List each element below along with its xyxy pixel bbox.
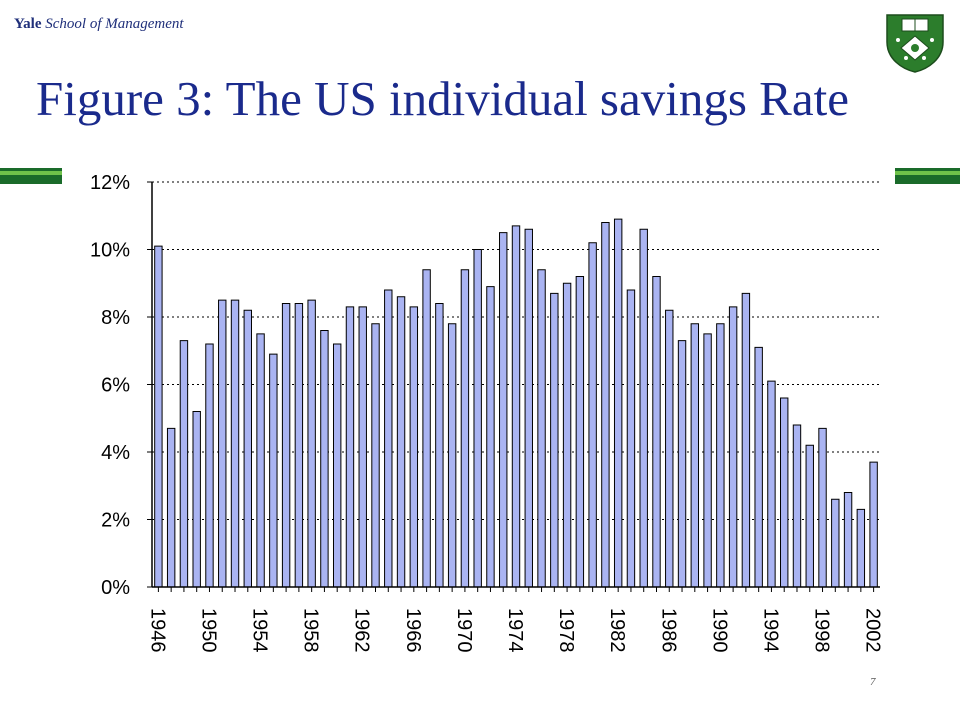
bar-1956 (281, 303, 291, 588)
x-tick-label: 1978 (555, 608, 577, 653)
bar-1993 (754, 346, 763, 588)
bar-1992 (741, 292, 751, 588)
bar-1973 (499, 232, 508, 588)
bar-1991 (728, 306, 738, 588)
bars (154, 218, 878, 588)
bar-1947 (166, 427, 176, 588)
bar-1987 (677, 340, 687, 588)
slide-number: 7 (870, 676, 876, 688)
bar-1946 (154, 245, 163, 588)
x-tick-label: 1962 (351, 608, 373, 653)
x-tick-label: 1954 (249, 608, 271, 653)
bar-1965 (396, 296, 406, 588)
x-tick-label: 1950 (197, 608, 219, 653)
bar-1953 (243, 309, 252, 588)
bar-1981 (601, 222, 610, 588)
bar-1948 (179, 340, 189, 588)
bar-1986 (665, 309, 674, 588)
bar-1960 (332, 343, 342, 588)
brand-school: School of Management (45, 16, 184, 32)
x-tick-label: 1990 (708, 608, 730, 653)
bar-1962 (358, 306, 367, 588)
bar-1949 (192, 411, 201, 588)
bar-1974 (511, 225, 521, 588)
bar-1978 (562, 282, 572, 588)
bar-1958 (307, 299, 316, 588)
brand-header: Yale School of Management (14, 16, 184, 33)
bar-1959 (320, 330, 329, 588)
bar-1970 (460, 269, 470, 588)
x-tick-label: 1986 (657, 608, 679, 653)
y-tick-label: 12% (90, 172, 130, 194)
y-tick-label: 0% (101, 577, 130, 599)
x-tick-label: 2002 (862, 608, 884, 653)
bar-1969 (447, 323, 457, 588)
x-tick-label: 1946 (146, 608, 168, 653)
right-side-bar (895, 168, 960, 184)
bar-1994 (767, 380, 776, 588)
x-tick-label: 1958 (300, 608, 322, 653)
bar-1982 (613, 218, 623, 588)
bar-1996 (792, 424, 802, 588)
bar-1976 (537, 269, 546, 588)
y-tick-label: 6% (101, 375, 130, 397)
y-tick-label: 2% (101, 510, 130, 532)
x-axis-ticks: 1946 1950 1954 1958 1962 1966 1970 1974 1978 1982… (146, 587, 884, 653)
x-tick-label: 1966 (402, 608, 424, 653)
bar-1963 (371, 323, 380, 588)
bar-1997 (805, 444, 814, 588)
bar-1951 (218, 299, 227, 588)
bar-1979 (575, 276, 585, 588)
bar-1989 (703, 333, 712, 588)
x-tick-label: 1994 (759, 608, 781, 653)
bar-1998 (818, 427, 827, 588)
bar-1983 (626, 289, 636, 588)
x-tick-label: 1998 (811, 608, 833, 653)
bar-1961 (345, 306, 355, 588)
bar-1952 (230, 299, 240, 588)
bar-1972 (486, 286, 495, 588)
y-tick-label: 8% (101, 307, 130, 329)
bar-1980 (588, 242, 597, 588)
y-tick-label: 10% (90, 240, 130, 262)
bar-2002 (869, 461, 878, 588)
bar-1975 (524, 228, 533, 588)
bar-1967 (422, 269, 431, 588)
bar-1971 (473, 249, 482, 588)
bar-2001 (856, 508, 866, 588)
bar-1968 (435, 303, 444, 588)
left-side-bar (0, 168, 62, 184)
bar-1957 (294, 303, 304, 588)
bar-1950 (205, 343, 214, 588)
bar-1985 (652, 276, 661, 588)
bar-1988 (690, 323, 700, 588)
x-tick-label: 1970 (453, 608, 475, 653)
bar-1995 (780, 397, 789, 588)
bar-1977 (550, 292, 559, 588)
x-tick-label: 1974 (504, 608, 526, 653)
bar-1984 (639, 228, 648, 588)
y-tick-label: 4% (101, 442, 130, 464)
bar-1954 (256, 333, 265, 588)
bar-1964 (384, 289, 393, 588)
brand-yale: Yale (14, 16, 42, 32)
y-axis-ticks: 0% 2% 4% 6% 8% 10% 12% (90, 172, 152, 599)
x-tick-label: 1982 (606, 608, 628, 653)
bar-1955 (269, 353, 278, 588)
bar-2000 (843, 492, 853, 588)
yale-crest-icon (886, 14, 944, 73)
bar-1999 (831, 498, 840, 588)
bar-1966 (409, 306, 419, 588)
slide-title: Figure 3: The US individual savings Rate (36, 71, 849, 126)
bar-1990 (716, 323, 725, 588)
